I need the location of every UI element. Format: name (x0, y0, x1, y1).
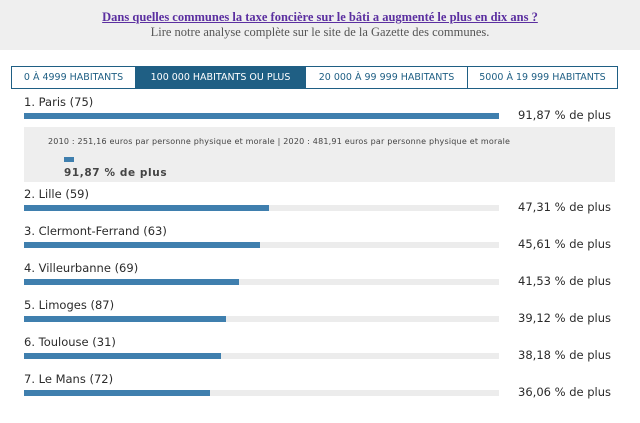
bar-label: 7. Le Mans (72) (24, 372, 114, 386)
tab-0-4999[interactable]: 0 À 4999 HABITANTS (12, 67, 136, 88)
bar-label: 2. Lille (59) (24, 187, 89, 201)
population-tabs: 0 À 4999 HABITANTS 100 000 HABITANTS OU … (11, 66, 618, 89)
bar-value-label: 45,61 % de plus (518, 237, 611, 251)
bar (24, 316, 227, 322)
bar-label: 6. Toulouse (31) (24, 335, 116, 349)
bar-label: 4. Villeurbanne (69) (24, 261, 139, 275)
header-title-link[interactable]: Dans quelles communes la taxe foncière s… (102, 10, 538, 24)
bar-value-label: 38,18 % de plus (518, 348, 611, 362)
bar-value-label: 41,53 % de plus (518, 274, 611, 288)
tab-5000-19999[interactable]: 5000 À 19 999 HABITANTS (479, 72, 606, 83)
bar-track (24, 353, 499, 359)
bar-value-label: 47,31 % de plus (518, 200, 611, 214)
bar (24, 279, 239, 285)
bar-label: 1. Paris (75) (24, 95, 94, 109)
detail-text: 2010 : 251,16 euros par personne physiqu… (48, 137, 511, 146)
bar-value-label: 39,12 % de plus (518, 311, 611, 325)
detail-panel: 2010 : 251,16 euros par personne physiqu… (24, 127, 615, 182)
bar-label: 5. Limoges (87) (24, 298, 115, 312)
bar-track (24, 316, 499, 322)
header: Dans quelles communes la taxe foncière s… (0, 0, 640, 50)
bar-track (24, 390, 499, 396)
bar-label: 3. Clermont-Ferrand (63) (24, 224, 167, 238)
bar (24, 390, 211, 396)
bar-track (24, 113, 499, 119)
bar (24, 353, 222, 359)
bar-value-label: 36,06 % de plus (518, 385, 611, 399)
bar-track (24, 242, 499, 248)
tab-100000-plus[interactable]: 100 000 HABITANTS OU PLUS (136, 67, 306, 88)
bar (24, 113, 499, 119)
header-subtitle: Lire notre analyse complète sur le site … (150, 25, 490, 39)
bar (24, 242, 260, 248)
tab-20000-99999[interactable]: 20 000 À 99 999 HABITANTS (306, 67, 468, 88)
bar-value-label: 91,87 % de plus (518, 108, 611, 122)
detail-mini-bar (64, 157, 74, 162)
bar-track (24, 279, 499, 285)
detail-value: 91,87 % de plus (64, 167, 168, 179)
bar (24, 205, 269, 211)
bar-track (24, 205, 499, 211)
